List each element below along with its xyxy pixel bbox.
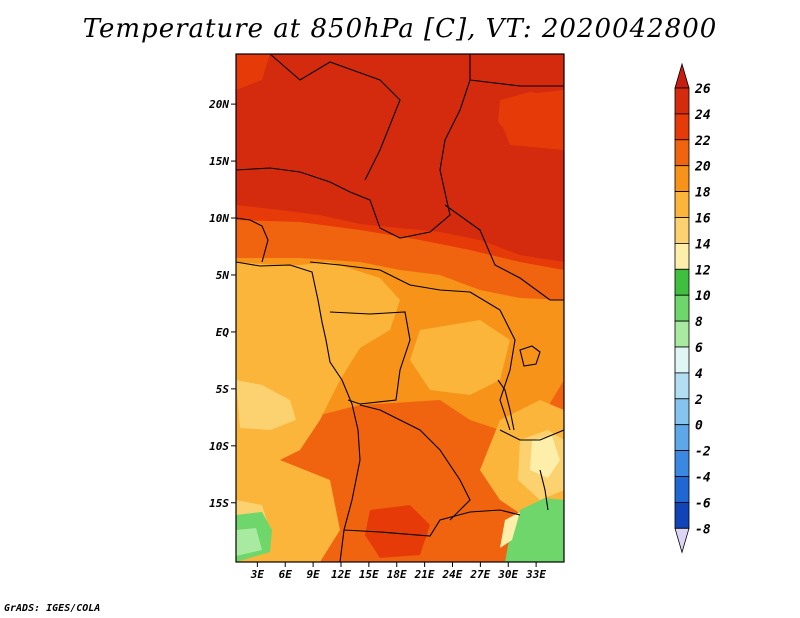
border-4	[444, 204, 564, 301]
lon-tick-label: 3E	[250, 568, 265, 581]
contour-12-se	[505, 498, 564, 562]
latitude-axis: 20N 15N 10N 5N EQ 5S 10S 15S	[208, 98, 236, 510]
lat-tick-label: EQ	[216, 326, 230, 339]
colorbar-label: 18	[695, 186, 711, 201]
colorbar-swatch	[674, 165, 690, 192]
border-6	[329, 311, 411, 405]
country-boundaries	[236, 54, 564, 562]
colorbar-swatch	[674, 346, 690, 374]
lon-tick-label: 24E	[442, 568, 463, 581]
colorbar-swatch	[674, 87, 690, 115]
colorbar-label: 20	[694, 160, 711, 175]
border-8	[359, 404, 471, 521]
lake-tanganyika	[497, 379, 515, 431]
lon-tick-label: 15E	[359, 568, 379, 581]
lake-victoria	[519, 345, 541, 367]
contour-26-core	[236, 54, 564, 262]
border-7	[469, 291, 516, 431]
border-3	[469, 79, 564, 87]
contour-24-ne	[498, 92, 564, 148]
lon-tick-label: 9E	[306, 568, 320, 581]
grads-credit: GrADS: IGES/COLA	[4, 603, 101, 614]
lon-tick-label: 30E	[497, 568, 518, 581]
lat-tick-label: 15N	[209, 155, 229, 168]
colorbar-swatch	[674, 217, 690, 244]
lat-tick-label: 20N	[208, 98, 229, 111]
lat-tick-label: 5S	[216, 383, 230, 396]
plot-frame	[235, 53, 565, 563]
colorbar-bottom-arrow	[674, 527, 690, 554]
colorbar-label: -6	[695, 496, 711, 511]
border-9	[343, 509, 521, 537]
lon-tick-label: 21E	[414, 568, 435, 581]
lake-malawi	[539, 469, 549, 511]
contour-24-south	[365, 505, 430, 558]
lat-tick-label: 15S	[209, 497, 229, 510]
border-1	[236, 54, 471, 239]
colorbar-swatch	[674, 268, 690, 296]
colorbar-label: 2	[694, 393, 703, 408]
colorbar-swatch	[674, 372, 690, 400]
border-11	[236, 217, 269, 263]
colorbar-swatch	[674, 294, 690, 322]
border-10	[499, 429, 564, 441]
colorbar-swatch	[674, 424, 690, 452]
contour-22-north	[236, 200, 564, 300]
contour-10-sw	[236, 528, 262, 556]
lon-tick-label: 12E	[331, 568, 351, 581]
colorbar-label: -8	[695, 522, 711, 537]
map-title: Temperature at 850hPa [C], VT: 202004280…	[82, 14, 718, 44]
border-2	[269, 54, 401, 181]
colorbar-swatch	[674, 450, 690, 477]
colorbar-label: 12	[695, 263, 711, 278]
colorbar-swatch	[674, 398, 690, 426]
contour-16-coast	[236, 380, 296, 430]
colorbar-label: -2	[695, 445, 711, 460]
colorbar-label: 24	[694, 108, 711, 123]
lat-tick-label: 5N	[216, 269, 230, 282]
colorbar-label: 22	[694, 134, 711, 149]
lon-tick-label: 33E	[525, 568, 546, 581]
colorbar-swatch	[674, 476, 690, 503]
lat-tick-label: 10S	[209, 440, 229, 453]
contour-14-east	[530, 436, 560, 478]
colorbar-swatch	[674, 320, 690, 348]
colorbar-label: -4	[695, 471, 711, 486]
border-5	[309, 261, 471, 293]
colorbar-swatch	[674, 113, 690, 141]
colorbar-label: 10	[695, 289, 711, 304]
colorbar-label: 8	[695, 315, 703, 330]
colorbar-swatch	[674, 501, 690, 529]
colorbar-swatch	[674, 139, 690, 167]
colorbar-swatch	[674, 242, 690, 270]
temperature-field	[236, 54, 564, 562]
colorbar-label: 4	[695, 367, 703, 382]
colorbar-swatch	[674, 191, 690, 218]
longitude-axis: 3E 6E 9E 12E 15E 18E 21E 24E 27E 30E 33E	[250, 562, 546, 581]
contour-14-se	[500, 512, 520, 548]
colorbar-label: 0	[695, 419, 703, 434]
coastline-west	[236, 261, 361, 562]
colorbar-label: 6	[695, 341, 703, 356]
colorbar-top-arrow	[674, 62, 690, 89]
colorbar-label: 16	[695, 212, 711, 227]
colorbar-label: 26	[694, 82, 711, 97]
lon-tick-label: 18E	[387, 568, 407, 581]
lon-tick-label: 27E	[469, 568, 490, 581]
contour-18-congo	[410, 320, 510, 395]
lon-tick-label: 6E	[279, 568, 293, 581]
contour-24-nw	[236, 54, 270, 90]
colorbar-label: 14	[695, 237, 711, 252]
lat-tick-label: 10N	[209, 212, 229, 225]
